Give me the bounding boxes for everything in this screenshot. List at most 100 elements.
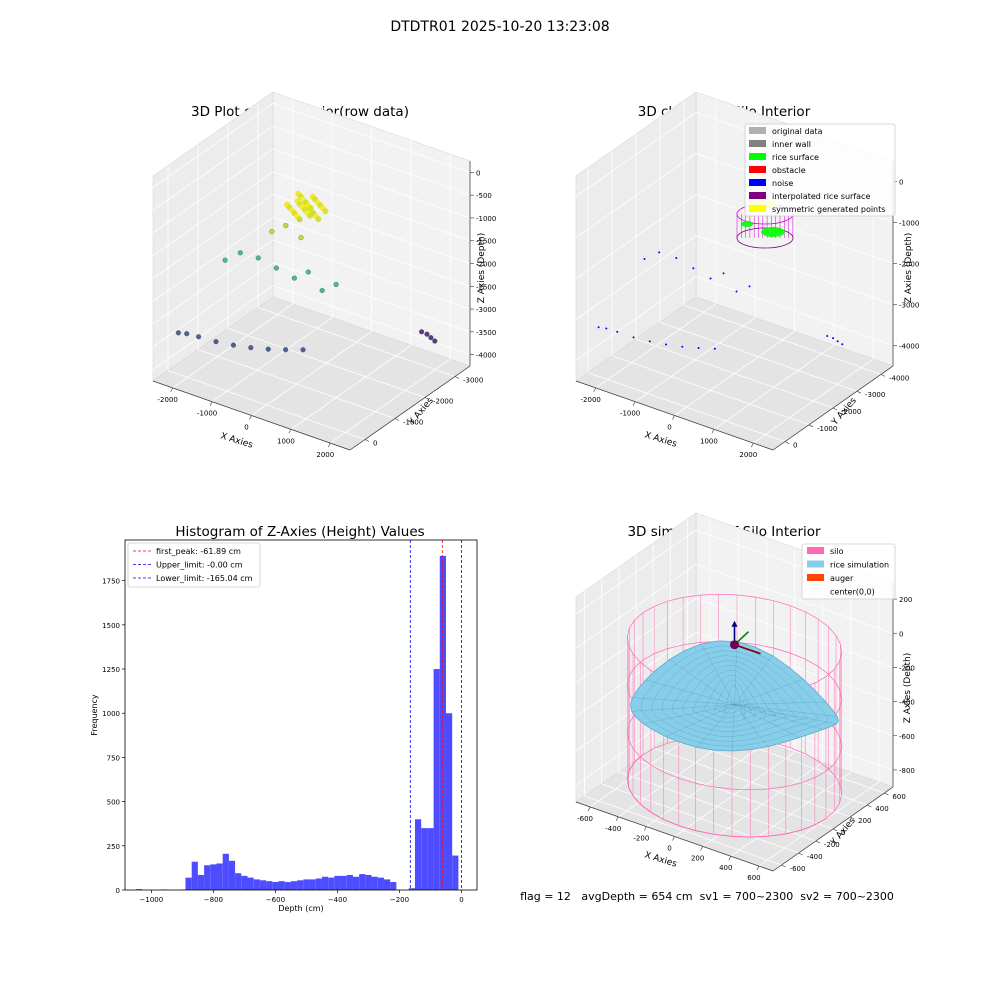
data-point [230, 342, 236, 348]
x-tick [170, 387, 173, 393]
rice-mesh-line [734, 704, 824, 730]
noise-point [658, 251, 661, 254]
grid-line [257, 307, 456, 377]
x-tick-label: 0 [667, 845, 671, 853]
x-tick [209, 401, 213, 406]
x-tick-label: 200 [691, 854, 704, 862]
histogram-bar [414, 819, 422, 890]
data-point [283, 347, 289, 353]
figure-suptitle: DTDTR01 2025-10-20 13:23:08 [390, 19, 609, 35]
legend-swatch [807, 574, 824, 581]
x-tick [756, 865, 760, 871]
legend-swatch [807, 547, 824, 554]
histogram-bar [365, 874, 372, 890]
histogram-bar [315, 878, 322, 890]
y-tick-label: 750 [107, 754, 120, 762]
x-axis-label: X Axies [643, 850, 678, 869]
x-tick-label: -600 [577, 815, 593, 823]
grid-line [587, 372, 786, 442]
histogram-bar [340, 875, 347, 890]
y-tick [867, 804, 872, 808]
grid-line [272, 171, 471, 242]
x-tick [672, 415, 675, 420]
grid-line [695, 276, 894, 346]
histogram-bar [371, 876, 378, 890]
x-tick-label: 600 [747, 874, 760, 882]
legend-frame [127, 542, 261, 588]
data-point [265, 346, 271, 352]
z-tick-label: -600 [899, 733, 915, 741]
y-tick-label: -3000 [463, 377, 483, 385]
noise-point [697, 346, 700, 349]
grid-line [618, 771, 816, 842]
x-tick-label: 1000 [700, 437, 718, 445]
histogram-bar [135, 889, 143, 890]
y-tick-label: 0 [793, 442, 797, 450]
rice-mesh-line [731, 704, 735, 752]
grid-line [635, 338, 834, 409]
data-point [300, 347, 306, 353]
legend-swatch [749, 166, 766, 173]
legend-label: auger [830, 574, 854, 583]
rice-mesh-line [665, 704, 735, 737]
x-tick-label: -400 [605, 825, 621, 833]
grid-line [152, 239, 274, 325]
y-tick-label: -1000 [817, 425, 837, 433]
footer-status: flag = 12 avgDepth = 654 cm sv1 = 700~23… [520, 890, 894, 903]
x-axis-label: X Axies [643, 430, 678, 449]
grid-line [601, 783, 799, 854]
histogram-bar [228, 860, 236, 890]
histogram-bar [272, 882, 279, 890]
z-tick-label: -1000 [899, 220, 919, 228]
x-tick-label: 0 [459, 896, 463, 904]
histogram-bar [377, 877, 384, 890]
y-tick-label: 1000 [102, 710, 120, 718]
y-tick [781, 864, 786, 868]
rice-surface-patch [761, 227, 785, 237]
center-z-arrowhead [731, 620, 738, 627]
y-tick [850, 816, 855, 820]
y-tick [808, 424, 814, 428]
grid-line [152, 125, 274, 211]
grid-line [152, 171, 274, 257]
x-axis-label: Depth (cm) [278, 904, 323, 913]
x-tick-label: -1000 [620, 410, 640, 418]
histogram-bar [253, 879, 260, 890]
legend-swatch [749, 127, 766, 134]
legend-label: rice simulation [830, 561, 889, 570]
panel-raw-data-3d: 3D Plot of Silo Interior(row data) -2000… [152, 91, 496, 459]
z-tick-label: -4000 [476, 352, 496, 360]
histogram-bar [191, 861, 198, 890]
x-tick [751, 442, 754, 448]
y-tick-label: -3000 [865, 391, 885, 399]
data-point [424, 331, 430, 337]
x-tick-label: -2000 [581, 396, 601, 404]
histogram-bar [352, 876, 360, 890]
grid-line [152, 194, 274, 279]
histogram-bar [359, 874, 366, 890]
legend-frame [801, 543, 896, 600]
z-tick-label: -1000 [476, 215, 496, 223]
grid-line [575, 153, 697, 238]
x-tick-label: −1000 [140, 896, 164, 904]
x-tick-label: -1000 [197, 410, 217, 418]
grid-line [635, 759, 834, 830]
data-point [196, 334, 202, 340]
noise-point [826, 334, 829, 337]
legend: original data inner wall rice surface obsta… [744, 123, 896, 217]
grid-line [152, 148, 274, 234]
legend-swatch [749, 192, 766, 199]
data-point [333, 281, 339, 288]
data-point [273, 265, 279, 271]
y-tick [884, 792, 889, 796]
y-tick-label: -200 [824, 841, 840, 849]
y-tick-label: 0 [373, 440, 377, 448]
z-tick-label: -2500 [476, 283, 496, 291]
y-tick-label: 0 [116, 887, 120, 895]
grid-line [659, 321, 858, 392]
histogram-bar [309, 879, 316, 890]
y-tick-label: -2000 [841, 408, 861, 416]
noise-point [832, 337, 835, 340]
legend-swatch [749, 179, 766, 186]
